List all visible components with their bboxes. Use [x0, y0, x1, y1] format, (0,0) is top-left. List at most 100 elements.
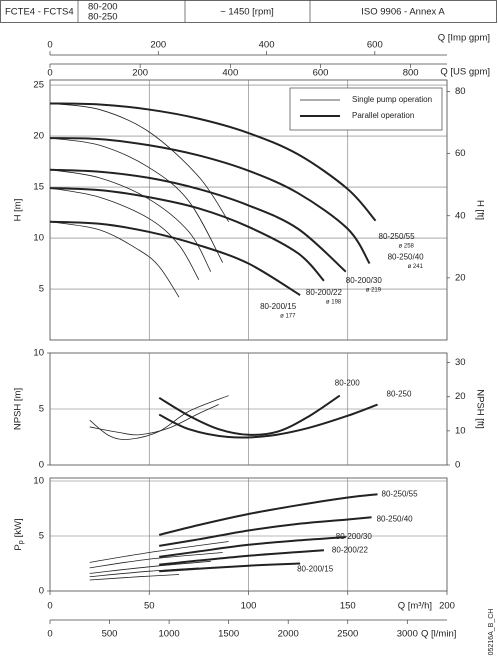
- curve-label: 80-250/40: [377, 514, 414, 523]
- parallel-curve: [159, 536, 346, 558]
- top-axis-tick-label: 400: [222, 68, 238, 79]
- curve-label: 80-200/30: [336, 532, 373, 541]
- y-axis-label: NPSH [m]: [13, 388, 24, 430]
- y2-tick-label: 40: [455, 210, 466, 221]
- header-box: [0, 0, 497, 23]
- y-axis-label: H [m]: [13, 199, 24, 222]
- top-axis-tick-label: 0: [47, 68, 52, 79]
- parallel-curve: [49, 187, 325, 282]
- y-tick-label: 5: [39, 284, 44, 295]
- legend-label: Parallel operation: [352, 111, 414, 120]
- curve-label: 80-250/55: [382, 489, 419, 498]
- parallel-curve: [49, 102, 377, 222]
- parallel-curve: [158, 403, 378, 439]
- y-axis-label: Pp [kW]: [13, 518, 25, 550]
- bottom-axis-tick-label: 0: [47, 629, 52, 640]
- header-model: 80-200: [88, 2, 118, 13]
- curve-label: 80-200: [335, 379, 360, 388]
- parallel-curve: [49, 168, 347, 273]
- curve-label: 80-200/22: [306, 288, 343, 297]
- curve-label: 80-200/15: [260, 302, 297, 311]
- y-tick-label: 5: [39, 531, 44, 542]
- y2-tick-label: 80: [455, 86, 466, 97]
- top-axis-tick-label: 400: [259, 40, 275, 51]
- top-axis-tick-label: 0: [47, 40, 52, 51]
- single-curve: [49, 187, 200, 281]
- curve-label: 80-200/22: [332, 545, 369, 554]
- legend-box: [289, 87, 443, 131]
- y-tick-label: 10: [33, 233, 44, 244]
- y-tick-label: 0: [39, 586, 44, 597]
- curve-label: 80-200/15: [297, 565, 334, 574]
- top-axis-label: Q [US gpm]: [440, 67, 490, 78]
- top-axis-tick-label: 200: [150, 40, 166, 51]
- bottom-axis-tick-label: 150: [340, 601, 356, 612]
- curve-label: 80-200/30: [346, 276, 383, 285]
- bottom-axis-tick-label: 100: [241, 601, 257, 612]
- y2-tick-label: 20: [455, 272, 466, 283]
- bottom-axis-label: Q [m³/h]: [398, 601, 432, 612]
- header-model: 80-250: [88, 12, 118, 23]
- bottom-axis-tick-label: 1000: [159, 629, 180, 640]
- y2-tick-label: 0: [455, 460, 460, 471]
- bottom-axis-tick-label: 1500: [218, 629, 239, 640]
- single-curve: [89, 541, 229, 563]
- top-axis-tick-label: 800: [403, 68, 419, 79]
- y-tick-label: 5: [39, 404, 44, 415]
- bottom-axis-tick-label: 3000: [397, 629, 418, 640]
- y2-tick-label: 30: [455, 357, 466, 368]
- impeller-diameter: ø 177: [280, 314, 296, 320]
- header-speed: ~ 1450 [rpm]: [220, 7, 274, 18]
- legend-label: Single pump operation: [352, 95, 432, 104]
- impeller-diameter: ø 258: [399, 243, 415, 249]
- parallel-curve: [49, 137, 371, 265]
- y-tick-label: 20: [33, 131, 44, 142]
- bottom-axis-tick-label: 0: [47, 601, 52, 612]
- single-curve: [49, 137, 224, 263]
- parallel-curve: [158, 394, 341, 436]
- bottom-axis-tick-label: 50: [144, 601, 155, 612]
- y-axis-label-main: P: [13, 544, 24, 550]
- single-curve: [49, 221, 180, 298]
- footer-code: 05216A_B_CH: [488, 609, 495, 656]
- parallel-curve: [159, 516, 372, 547]
- bottom-axis-tick-label: 500: [102, 629, 118, 640]
- y2-axis-label: NPSH [ft]: [474, 389, 485, 429]
- parallel-curve: [49, 220, 301, 296]
- single-curve: [89, 560, 211, 574]
- impeller-diameter: ø 198: [326, 299, 342, 305]
- bottom-axis-tick-label: 2000: [278, 629, 299, 640]
- y-tick-label: 10: [33, 348, 44, 359]
- curve-label: 80-250/55: [379, 232, 416, 241]
- y2-tick-label: 20: [455, 391, 466, 402]
- y2-axis-label: H [ft]: [474, 200, 485, 220]
- single-curve: [89, 552, 223, 569]
- impeller-diameter: ø 219: [366, 287, 382, 293]
- parallel-curve: [159, 549, 325, 566]
- top-axis-tick-label: 600: [313, 68, 329, 79]
- top-axis-label: Q [Imp gpm]: [438, 33, 490, 44]
- header-standard: ISO 9906 - Annex A: [361, 7, 445, 18]
- parallel-curve: [159, 562, 301, 573]
- top-axis-tick-label: 600: [367, 40, 383, 51]
- bottom-axis-label: Q [l/min]: [421, 629, 456, 640]
- parallel-curve: [158, 493, 378, 536]
- top-axis-tick-label: 200: [132, 68, 148, 79]
- single-curve: [89, 404, 219, 436]
- y2-tick-label: 10: [455, 425, 466, 436]
- y-axis-label-sub: p: [18, 540, 25, 544]
- y-tick-label: 25: [33, 80, 44, 91]
- y2-tick-label: 60: [455, 148, 466, 159]
- bottom-axis-tick-label: 200: [439, 601, 455, 612]
- y-tick-label: 10: [33, 476, 44, 487]
- curve-label: 80-250/40: [388, 253, 425, 262]
- single-curve: [89, 395, 229, 440]
- y-tick-label: 15: [33, 182, 44, 193]
- curve-label: 80-250: [387, 390, 412, 399]
- impeller-diameter: ø 241: [408, 264, 424, 270]
- header-product: FCTE4 - FCTS4: [5, 7, 74, 18]
- y-axis-label-unit: [kW]: [13, 518, 24, 537]
- single-curve: [49, 103, 229, 222]
- y-tick-label: 0: [39, 460, 44, 471]
